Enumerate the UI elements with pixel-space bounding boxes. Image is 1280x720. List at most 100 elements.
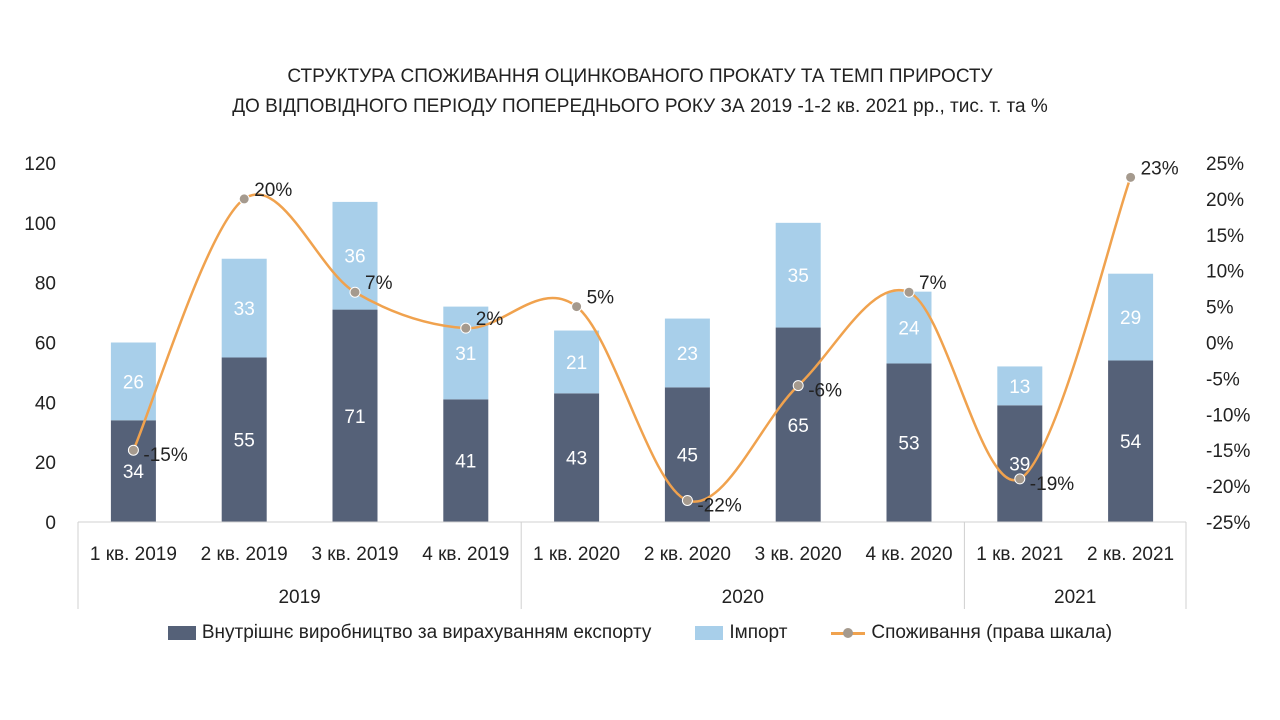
- legend: Внутрішнє виробництво за вирахуванням ек…: [0, 622, 1280, 644]
- bar-label-domestic: 39: [1009, 455, 1030, 476]
- group-label: 2021: [1054, 587, 1096, 608]
- y-right-tick-label: -10%: [1206, 405, 1250, 426]
- consumption-label: 5%: [587, 288, 615, 309]
- category-label: 2 кв. 2020: [644, 544, 731, 565]
- bar-domestic: [1108, 360, 1154, 522]
- bar-import: [554, 330, 600, 394]
- bar-label-domestic: 71: [344, 407, 365, 428]
- chart-title: СТРУКТУРА СПОЖИВАННЯ ОЦИНКОВАНОГО ПРОКАТ…: [0, 62, 1280, 122]
- consumption-point: [238, 193, 250, 205]
- legend-item-import[interactable]: Імпорт: [695, 622, 787, 644]
- consumption-label: 7%: [919, 273, 947, 294]
- y-right-tick-label: -20%: [1206, 477, 1250, 498]
- bar-label-import: 26: [123, 372, 144, 393]
- consumption-label: 7%: [365, 273, 393, 294]
- category-label: 1 кв. 2019: [90, 544, 177, 565]
- bar-label-domestic: 54: [1120, 432, 1142, 453]
- consumption-line: [132, 176, 1132, 503]
- legend-swatch-domestic: [167, 626, 196, 640]
- bar-label-import: 13: [1009, 377, 1030, 398]
- bar-label-domestic: 53: [898, 434, 919, 455]
- consumption-label: -6%: [808, 381, 842, 402]
- bar-label-domestic: 43: [566, 449, 587, 470]
- bar-import: [443, 306, 489, 400]
- consumption-label: 20%: [254, 180, 292, 201]
- chart-title-line-2: ДО ВІДПОВІДНОГО ПЕРІОДУ ПОПЕРЕДНЬОГО РОК…: [232, 96, 1048, 117]
- consumption-point: [903, 286, 915, 298]
- category-label: 1 кв. 2021: [976, 544, 1063, 565]
- category-label: 4 кв. 2020: [865, 544, 952, 565]
- bar-domestic: [221, 357, 267, 522]
- bar-label-import: 23: [677, 344, 698, 365]
- y-left-tick-label: 80: [35, 274, 56, 295]
- bar-label-import: 33: [234, 299, 255, 320]
- bar-label-domestic: 45: [677, 446, 698, 467]
- consumption-point: [571, 301, 583, 313]
- category-label: 3 кв. 2019: [311, 544, 398, 565]
- category-label: 2 кв. 2019: [201, 544, 288, 565]
- consumption-label: 23%: [1141, 158, 1179, 179]
- bar-domestic: [443, 399, 489, 522]
- bar-import: [997, 366, 1043, 406]
- consumption-label: 2%: [476, 309, 504, 330]
- bar-label-import: 36: [344, 247, 365, 268]
- bar-domestic: [775, 327, 821, 522]
- consumption-label: -19%: [1030, 474, 1074, 495]
- bar-domestic: [886, 363, 932, 522]
- category-label: 1 кв. 2020: [533, 544, 620, 565]
- y-right-tick-label: 10%: [1206, 262, 1244, 283]
- bar-label-import: 21: [566, 353, 587, 374]
- bar-label-import: 24: [898, 319, 920, 340]
- consumption-point: [1014, 473, 1026, 485]
- bar-label-import: 35: [788, 266, 809, 287]
- legend-label-consumption: Споживання (права шкала): [871, 622, 1113, 643]
- category-label: 3 кв. 2020: [755, 544, 842, 565]
- legend-item-consumption[interactable]: Споживання (права шкала): [831, 622, 1112, 644]
- consumption-point: [681, 494, 693, 506]
- group-label: 2019: [278, 587, 320, 608]
- y-right-tick-label: 25%: [1206, 154, 1244, 175]
- legend-swatch-import: [695, 626, 724, 640]
- legend-item-domestic[interactable]: Внутрішнє виробництво за вирахуванням ек…: [167, 622, 652, 644]
- consumption-point: [460, 322, 472, 334]
- bar-import: [886, 291, 932, 364]
- bar-import: [775, 222, 821, 328]
- legend-label-import: Імпорт: [729, 622, 788, 643]
- bar-label-import: 31: [455, 344, 476, 365]
- bar-domestic: [110, 420, 156, 522]
- bar-label-domestic: 41: [455, 452, 476, 473]
- legend-swatch-consumption: [831, 626, 866, 640]
- y-left-tick-label: 100: [24, 214, 56, 235]
- y-left-tick-label: 0: [45, 513, 56, 534]
- bar-label-import: 29: [1120, 308, 1141, 329]
- y-right-tick-label: 0%: [1206, 334, 1234, 355]
- y-right-tick-label: 5%: [1206, 298, 1234, 319]
- category-label: 4 кв. 2019: [422, 544, 509, 565]
- category-label: 2 кв. 2021: [1087, 544, 1174, 565]
- y-right-tick-label: 15%: [1206, 226, 1244, 247]
- y-right-tick-label: -5%: [1206, 369, 1240, 390]
- group-label: 2020: [722, 587, 764, 608]
- consumption-label: -22%: [697, 495, 741, 516]
- y-right-tick-label: -15%: [1206, 441, 1250, 462]
- chart-title-line-1: СТРУКТУРА СПОЖИВАННЯ ОЦИНКОВАНОГО ПРОКАТ…: [287, 66, 993, 87]
- bar-domestic: [554, 393, 600, 522]
- bar-label-domestic: 55: [234, 431, 255, 452]
- y-right-tick-label: -25%: [1206, 513, 1250, 534]
- y-left-tick-label: 60: [35, 334, 56, 355]
- consumption-point: [127, 444, 139, 456]
- bar-import: [221, 258, 267, 358]
- y-left-tick-label: 120: [24, 154, 56, 175]
- y-right-tick-label: 20%: [1206, 190, 1244, 211]
- bar-label-domestic: 34: [123, 462, 145, 483]
- consumption-point: [792, 380, 804, 392]
- bar-import: [1108, 273, 1154, 361]
- bar-import: [664, 318, 710, 388]
- legend-label-domestic: Внутрішнє виробництво за вирахуванням ек…: [201, 622, 652, 643]
- y-left-tick-label: 20: [35, 453, 56, 474]
- consumption-label: -15%: [143, 445, 187, 466]
- bar-domestic: [332, 309, 378, 522]
- y-left-tick-label: 40: [35, 393, 56, 414]
- consumption-point: [1125, 171, 1137, 183]
